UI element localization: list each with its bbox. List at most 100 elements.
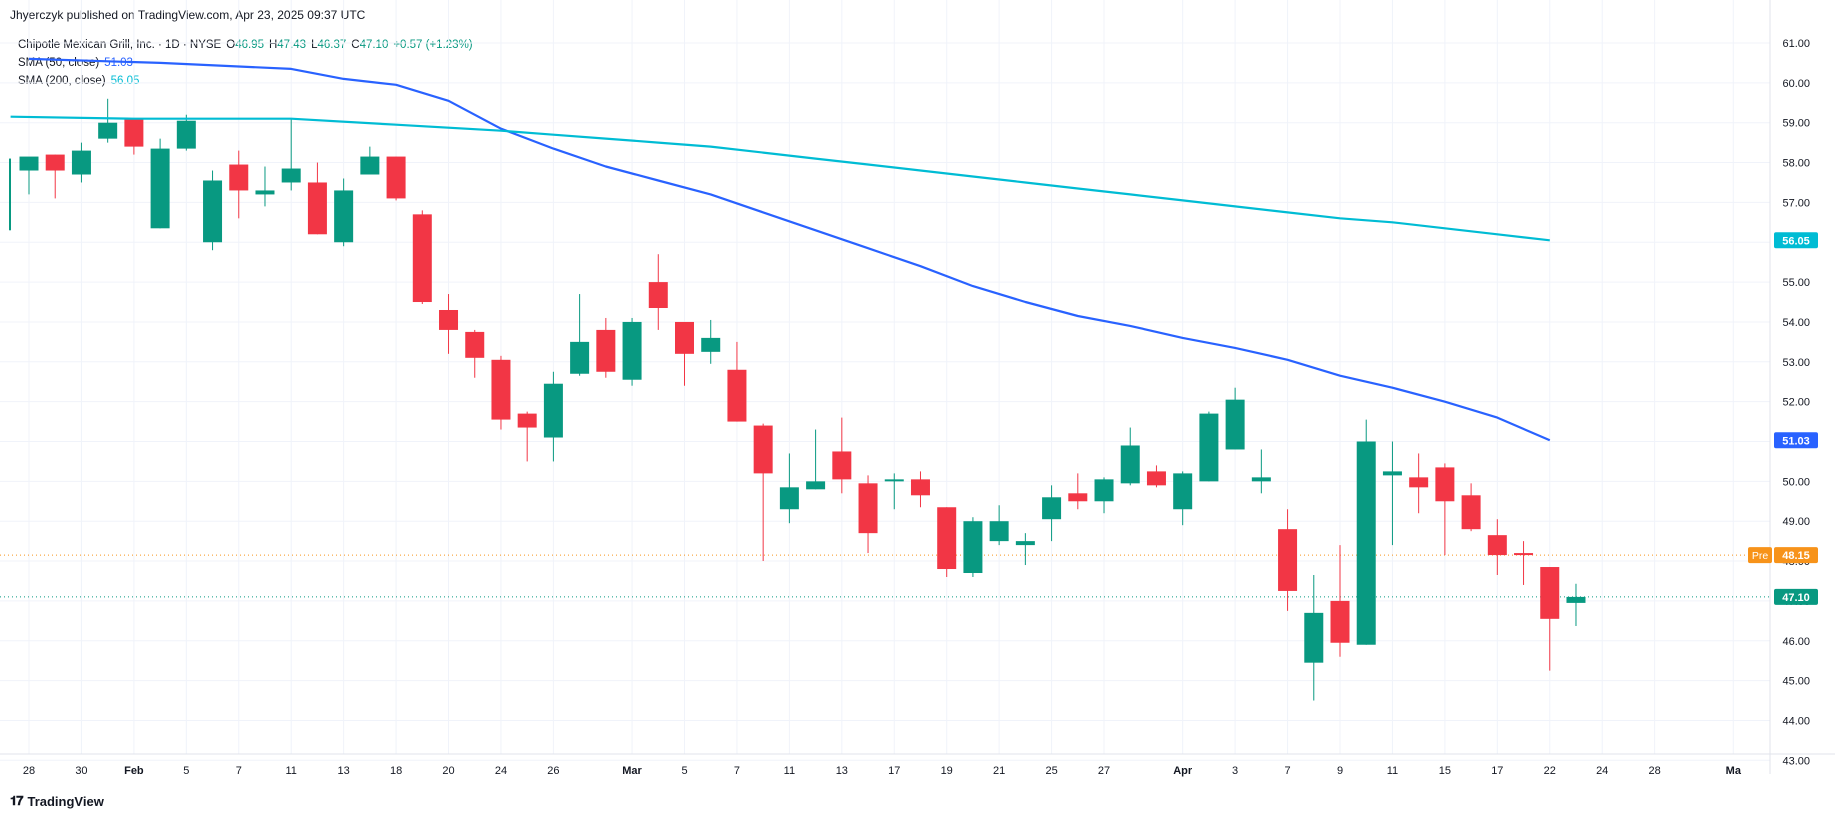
candle [884, 473, 904, 510]
price-tick-label: 57.00 [1782, 197, 1810, 209]
candle-body [727, 369, 747, 422]
candle-body [517, 413, 537, 428]
candle [675, 321, 694, 386]
time-tick-label: Ma [1726, 765, 1742, 777]
candle-body [229, 164, 249, 191]
legend-sma200-row[interactable]: SMA (200, close) 56.05 [18, 72, 473, 90]
time-tick-label: 30 [75, 765, 87, 777]
price-tick-label: 52.00 [1782, 397, 1810, 409]
candle [858, 475, 878, 554]
candle [1015, 533, 1035, 566]
candle [98, 98, 118, 143]
candle [1278, 509, 1298, 611]
candle-body [858, 483, 878, 534]
candle-body [963, 521, 983, 574]
candle [753, 423, 773, 562]
price-label-text: 48.15 [1782, 550, 1810, 562]
candle-body [910, 479, 930, 496]
candle-body [779, 487, 799, 510]
candle-body [386, 156, 406, 199]
candle [779, 453, 799, 524]
time-tick-label: 26 [547, 765, 559, 777]
candle-body [1304, 612, 1324, 663]
candle-body [937, 507, 957, 570]
candle [1435, 463, 1455, 556]
time-tick-label: 21 [993, 765, 1005, 777]
candle [989, 505, 1009, 546]
price-label-text: 51.03 [1782, 435, 1810, 447]
candle [1487, 519, 1507, 575]
candle-body [1514, 553, 1534, 556]
candle [307, 162, 327, 235]
candle-body [124, 118, 144, 147]
high-label: H [268, 39, 278, 51]
price-tick-label: 58.00 [1782, 158, 1810, 170]
candle-body [255, 190, 275, 195]
candle [1409, 453, 1429, 514]
sma200-value: 56.05 [110, 75, 140, 87]
time-tick-label: 17 [888, 765, 900, 777]
candle-body [596, 329, 616, 372]
candle [1251, 449, 1271, 494]
candle [386, 156, 406, 201]
candle [543, 371, 563, 462]
legend-symbol-row[interactable]: Chipotle Mexican Grill, Inc. · 1D · NYSE… [18, 36, 473, 54]
candle [1356, 419, 1376, 645]
candle-body [832, 451, 852, 480]
candle-body [989, 521, 1009, 542]
candle-body [1094, 479, 1114, 502]
candle [1199, 411, 1219, 482]
sma50-value: 51.03 [104, 57, 133, 69]
candle-body [1382, 471, 1402, 476]
candle-body [648, 282, 668, 309]
candle [1225, 387, 1245, 450]
time-tick-label: 7 [1284, 765, 1290, 777]
price-tick-label: 44.00 [1782, 715, 1810, 727]
price-axis[interactable]: 61.0060.0059.0058.0057.0056.0055.0054.00… [1782, 38, 1810, 767]
time-tick-label: Mar [622, 765, 642, 777]
candle [412, 210, 432, 305]
candle-body [176, 120, 196, 149]
time-tick-label: 20 [442, 765, 454, 777]
time-tick-label: 5 [183, 765, 189, 777]
candle [19, 156, 39, 195]
low-label: L [311, 39, 318, 51]
time-tick-label: 9 [1337, 765, 1343, 777]
time-tick-label: 3 [1232, 765, 1238, 777]
time-tick-label: 5 [681, 765, 687, 777]
tradingview-logo[interactable]: 𝟏𝟕 TradingView [10, 793, 104, 809]
tradingview-logo-text: TradingView [27, 793, 104, 809]
candle-body [570, 341, 590, 374]
price-tick-label: 46.00 [1782, 636, 1810, 648]
candle-body [1225, 399, 1245, 450]
ohlc-open: O46.95 [226, 36, 264, 54]
time-tick-label: 13 [338, 765, 350, 777]
price-label-text: 56.05 [1782, 235, 1810, 247]
candle-body [334, 190, 354, 243]
candle [1042, 485, 1062, 542]
price-level-lines [0, 554, 1770, 598]
moving-average-lines [10, 57, 1551, 442]
price-label-text: 47.10 [1782, 592, 1810, 604]
time-axis[interactable]: 28 30 Feb 5 7 11 13 18 20 24 26 Mar 5 7 11 13 17 19 21 25 27… [23, 765, 1742, 777]
price-tick-label: 61.00 [1782, 38, 1810, 50]
open-value: 46.95 [235, 39, 264, 51]
pre-market-tag-box [1748, 547, 1772, 564]
candle-body [1435, 467, 1455, 502]
price-axis-labels: 56.05 51.03 48.15 Pre 47.10 [1748, 232, 1818, 605]
candle [1566, 583, 1586, 627]
price-tick-label: 59.00 [1782, 118, 1810, 130]
price-tick-label: 55.00 [1782, 277, 1810, 289]
candle [910, 471, 930, 508]
candle [1120, 427, 1140, 486]
candle-body [1042, 497, 1062, 520]
candle [570, 294, 590, 376]
candle [439, 294, 459, 354]
time-tick-label: 11 [784, 765, 795, 777]
time-tick-label: 7 [236, 765, 242, 777]
time-tick-label: 19 [941, 765, 953, 777]
candle [150, 138, 170, 229]
candle-body [1015, 541, 1035, 546]
sma200-label: SMA (200, close) [18, 75, 106, 87]
